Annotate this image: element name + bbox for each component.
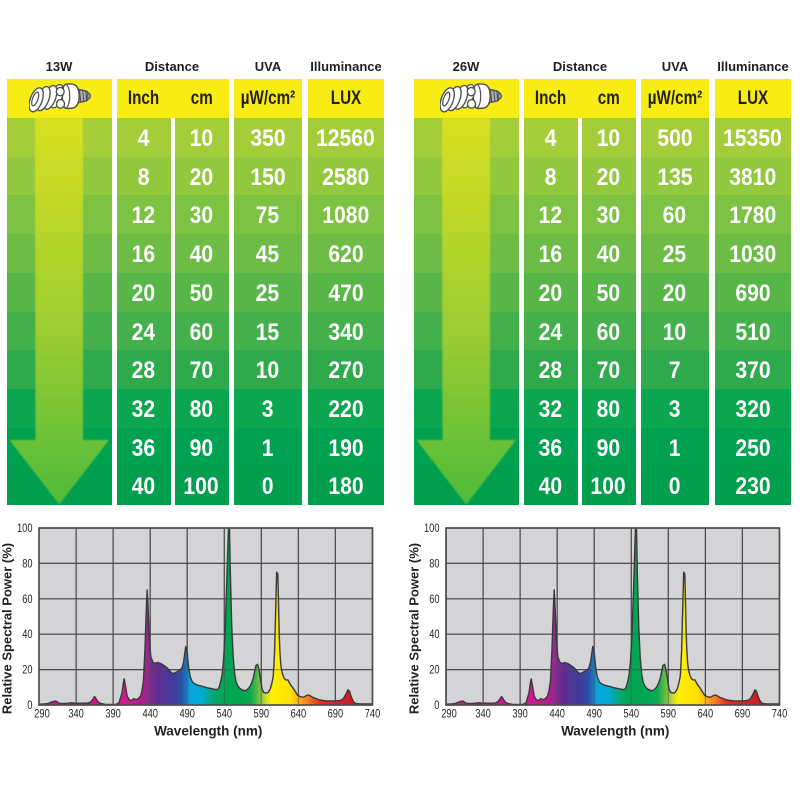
svg-text:740: 740: [365, 709, 381, 721]
svg-text:740: 740: [772, 709, 788, 721]
svg-text:540: 540: [217, 709, 233, 721]
svg-text:590: 590: [661, 709, 677, 721]
svg-text:0: 0: [434, 700, 439, 712]
svg-text:20: 20: [429, 665, 439, 677]
svg-text:Relative Spectral Power (%): Relative Spectral Power (%): [407, 543, 422, 714]
svg-text:40: 40: [429, 629, 439, 641]
svg-text:80: 80: [429, 558, 439, 570]
svg-text:Wavelength (nm): Wavelength (nm): [561, 724, 669, 739]
svg-text:60: 60: [22, 594, 32, 606]
svg-text:590: 590: [254, 709, 270, 721]
svg-text:440: 440: [549, 709, 565, 721]
svg-text:540: 540: [624, 709, 640, 721]
svg-text:340: 340: [475, 709, 491, 721]
svg-text:440: 440: [142, 709, 158, 721]
svg-text:490: 490: [586, 709, 602, 721]
svg-text:100: 100: [17, 523, 33, 535]
svg-text:490: 490: [179, 709, 195, 721]
svg-text:690: 690: [328, 709, 344, 721]
svg-text:80: 80: [22, 558, 32, 570]
svg-text:60: 60: [429, 594, 439, 606]
svg-text:640: 640: [291, 709, 307, 721]
svg-text:Wavelength (nm): Wavelength (nm): [154, 724, 262, 739]
svg-text:340: 340: [68, 709, 84, 721]
svg-text:390: 390: [512, 709, 528, 721]
svg-text:20: 20: [22, 665, 32, 677]
svg-text:0: 0: [27, 700, 32, 712]
svg-text:40: 40: [22, 629, 32, 641]
svg-text:290: 290: [34, 709, 50, 721]
svg-text:640: 640: [698, 709, 714, 721]
svg-text:290: 290: [441, 709, 457, 721]
svg-text:100: 100: [424, 523, 440, 535]
svg-text:Relative Spectral Power (%): Relative Spectral Power (%): [0, 543, 15, 714]
svg-text:390: 390: [105, 709, 121, 721]
svg-text:690: 690: [735, 709, 751, 721]
